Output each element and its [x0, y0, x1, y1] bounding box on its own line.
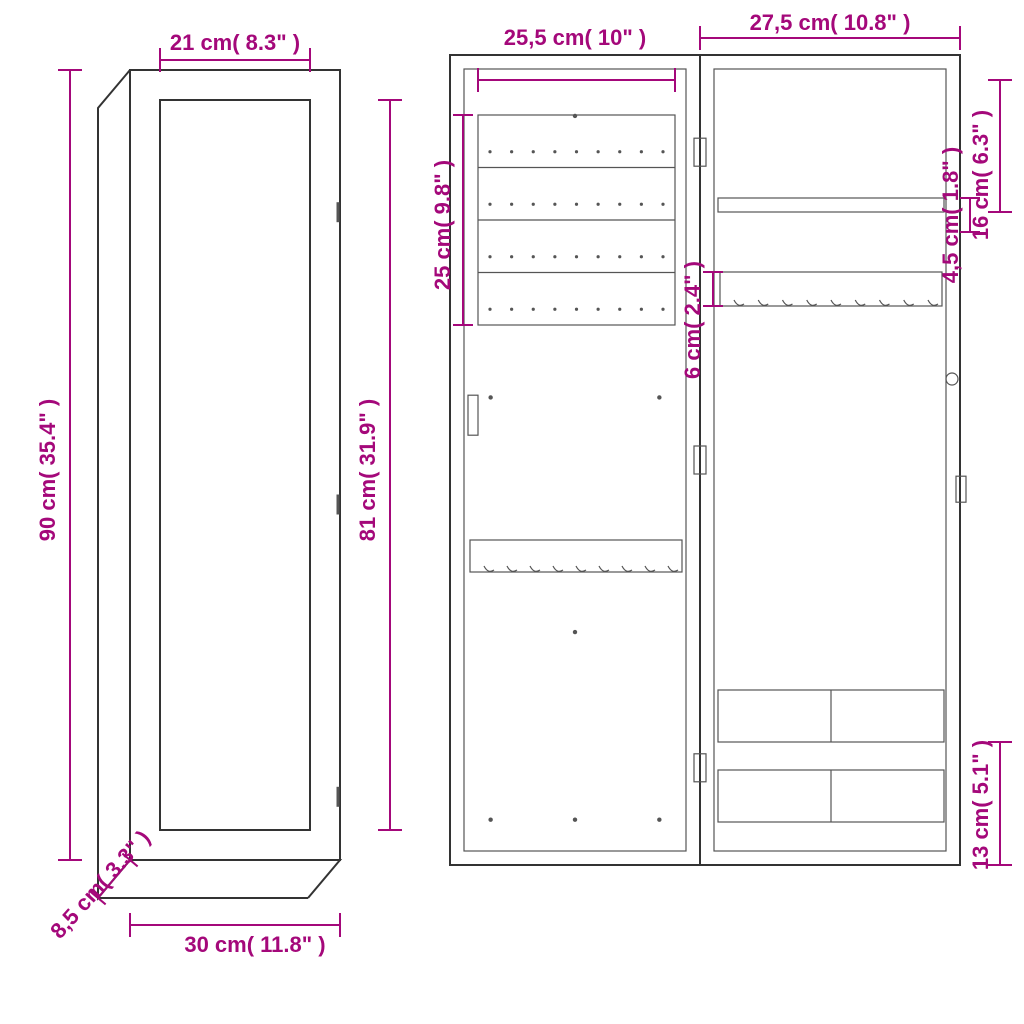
dim-h81 — [378, 100, 402, 830]
dim-label-w275: 27,5 cm( 10.8" ) — [750, 10, 911, 35]
dim-label-h16: 16 cm( 6.3" ) — [968, 110, 993, 240]
dim-label-h81: 81 cm( 31.9" ) — [355, 399, 380, 542]
dim-label-h90: 90 cm( 35.4" ) — [35, 399, 60, 542]
dim-label-w21: 21 cm( 8.3" ) — [170, 30, 300, 55]
dim-label-h45: 4,5 cm( 1.8" ) — [938, 147, 963, 283]
dim-label-h25: 25 cm( 9.8" ) — [430, 160, 455, 290]
dim-label-w30: 30 cm( 11.8" ) — [184, 932, 325, 957]
dim-label-w255: 25,5 cm( 10" ) — [504, 25, 647, 50]
dim-label-h6: 6 cm( 2.4" ) — [680, 261, 705, 379]
dim-h90 — [58, 70, 82, 860]
dim-label-h13: 13 cm( 5.1" ) — [968, 740, 993, 870]
closed-cabinet — [98, 70, 340, 898]
open-cabinet — [450, 55, 966, 865]
dim-h25 — [453, 115, 473, 325]
dim-w255 — [478, 68, 675, 92]
